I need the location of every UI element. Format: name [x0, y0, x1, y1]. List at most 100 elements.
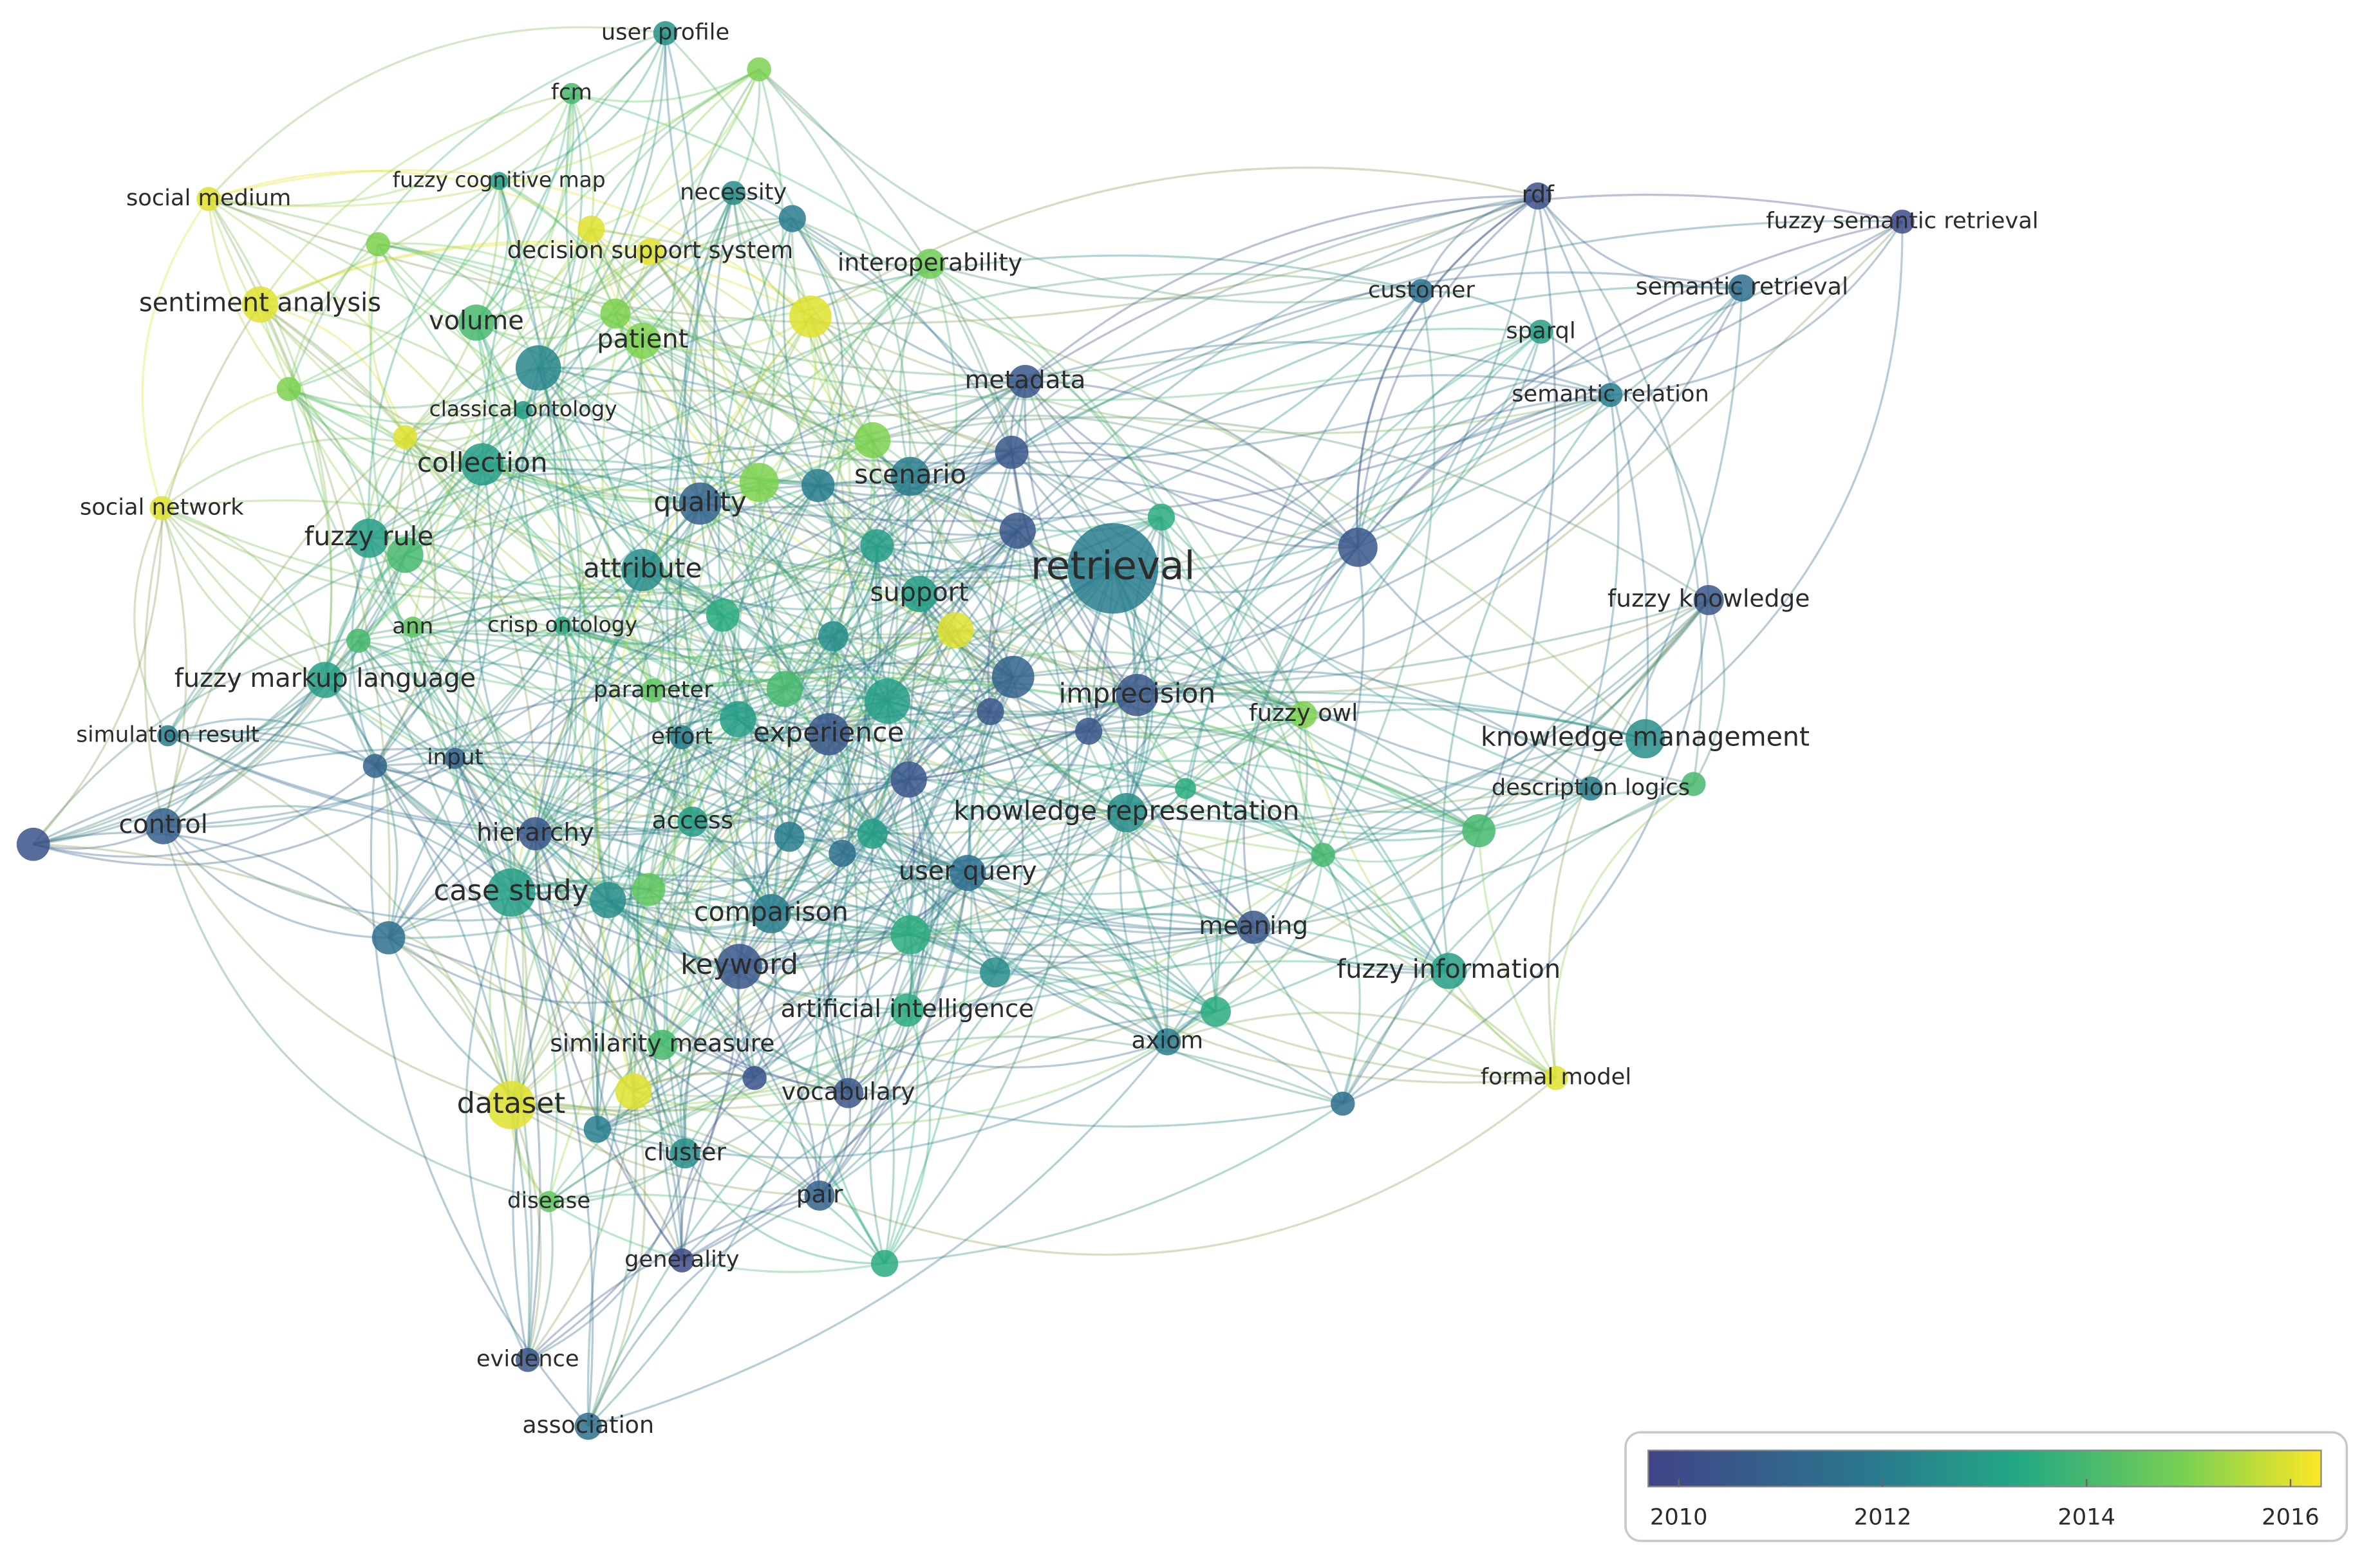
- edge: [626, 736, 686, 1154]
- edge: [650, 250, 874, 441]
- node-label: access: [651, 806, 733, 834]
- edge: [648, 440, 874, 891]
- node: [670, 725, 695, 750]
- nodes: [16, 21, 1915, 1440]
- node: [1598, 382, 1623, 407]
- edge: [675, 192, 773, 915]
- edge: [510, 625, 577, 893]
- edge: [511, 599, 1710, 1112]
- node: [679, 482, 722, 525]
- node-label: fuzzy semantic retrieval: [1766, 207, 2038, 234]
- node: [515, 345, 561, 391]
- edge: [288, 387, 655, 691]
- edge: [1112, 567, 1450, 972]
- node-label: collection: [417, 447, 548, 478]
- node: [574, 1412, 602, 1440]
- edge: [1537, 195, 1703, 785]
- node: [1200, 996, 1231, 1027]
- edge: [1477, 830, 1557, 1079]
- edge: [587, 1194, 820, 1427]
- edge: [595, 889, 650, 1130]
- node: [747, 57, 771, 82]
- node: [16, 827, 50, 861]
- edge: [648, 380, 1026, 890]
- edge: [722, 380, 1026, 617]
- edge: [1184, 330, 1542, 789]
- edge: [388, 937, 740, 1004]
- edge: [662, 1043, 886, 1264]
- edge: [989, 711, 1024, 973]
- edge: [1126, 807, 1324, 856]
- edge: [968, 787, 1186, 875]
- node: [387, 536, 424, 574]
- node: [632, 873, 666, 906]
- edge: [684, 192, 735, 504]
- edge: [454, 757, 635, 1092]
- edge: [510, 891, 683, 1261]
- node: [670, 1248, 695, 1273]
- edge: [1136, 546, 1359, 696]
- edge: [819, 517, 1164, 1197]
- node: [393, 425, 418, 450]
- edge: [700, 451, 1013, 509]
- node-label: semantic relation: [1512, 381, 1709, 407]
- node: [1544, 1066, 1568, 1090]
- node-label: imprecision: [1059, 677, 1216, 709]
- edge: [827, 853, 850, 1094]
- node-label: attribute: [583, 552, 702, 584]
- node: [600, 298, 631, 329]
- edge: [650, 250, 812, 318]
- node: [818, 621, 848, 651]
- edge: [259, 241, 651, 306]
- edge: [784, 567, 1113, 690]
- node-label: support: [870, 577, 968, 607]
- edge: [259, 303, 537, 834]
- edge: [990, 710, 1479, 832]
- edge: [597, 677, 1015, 1130]
- edge: [674, 503, 702, 738]
- node: [1462, 814, 1496, 848]
- node: [241, 286, 279, 323]
- edge: [535, 530, 1018, 835]
- edge: [1357, 331, 1542, 548]
- edge: [1322, 854, 1449, 972]
- edge: [758, 481, 921, 595]
- edge: [1242, 546, 1359, 928]
- edge: [918, 451, 1013, 595]
- edge: [597, 315, 812, 1092]
- edge: [872, 711, 992, 835]
- edge: [475, 68, 760, 324]
- edge: [828, 263, 931, 637]
- edge: [357, 640, 968, 884]
- node: [538, 1191, 560, 1213]
- node: [1430, 953, 1467, 989]
- edge: [562, 624, 830, 736]
- edge: [404, 436, 785, 691]
- edge: [548, 1193, 885, 1265]
- edge: [753, 530, 1019, 1079]
- edge: [523, 220, 1903, 465]
- edge: [791, 218, 844, 486]
- edge: [1589, 288, 1743, 789]
- node: [583, 1115, 611, 1143]
- node-label: ann: [392, 613, 433, 639]
- edge: [649, 250, 878, 546]
- edge: [358, 639, 653, 693]
- edge: [1119, 812, 1168, 1043]
- edge: [33, 843, 635, 1093]
- edge: [1137, 691, 1480, 832]
- edge: [259, 243, 811, 318]
- edge: [454, 341, 644, 760]
- edge: [475, 322, 694, 823]
- edge: [510, 367, 581, 893]
- edge: [1136, 670, 1592, 790]
- edge: [955, 599, 1709, 693]
- edge: [357, 463, 483, 642]
- edge: [561, 380, 1026, 627]
- edge: [208, 198, 655, 691]
- node-label: keyword: [680, 949, 798, 981]
- node-labels: user profile fcm fuzzy cognitive map social…: [76, 19, 2038, 1439]
- edge: [886, 285, 1742, 702]
- edge: [1010, 452, 1138, 696]
- edge: [908, 779, 932, 936]
